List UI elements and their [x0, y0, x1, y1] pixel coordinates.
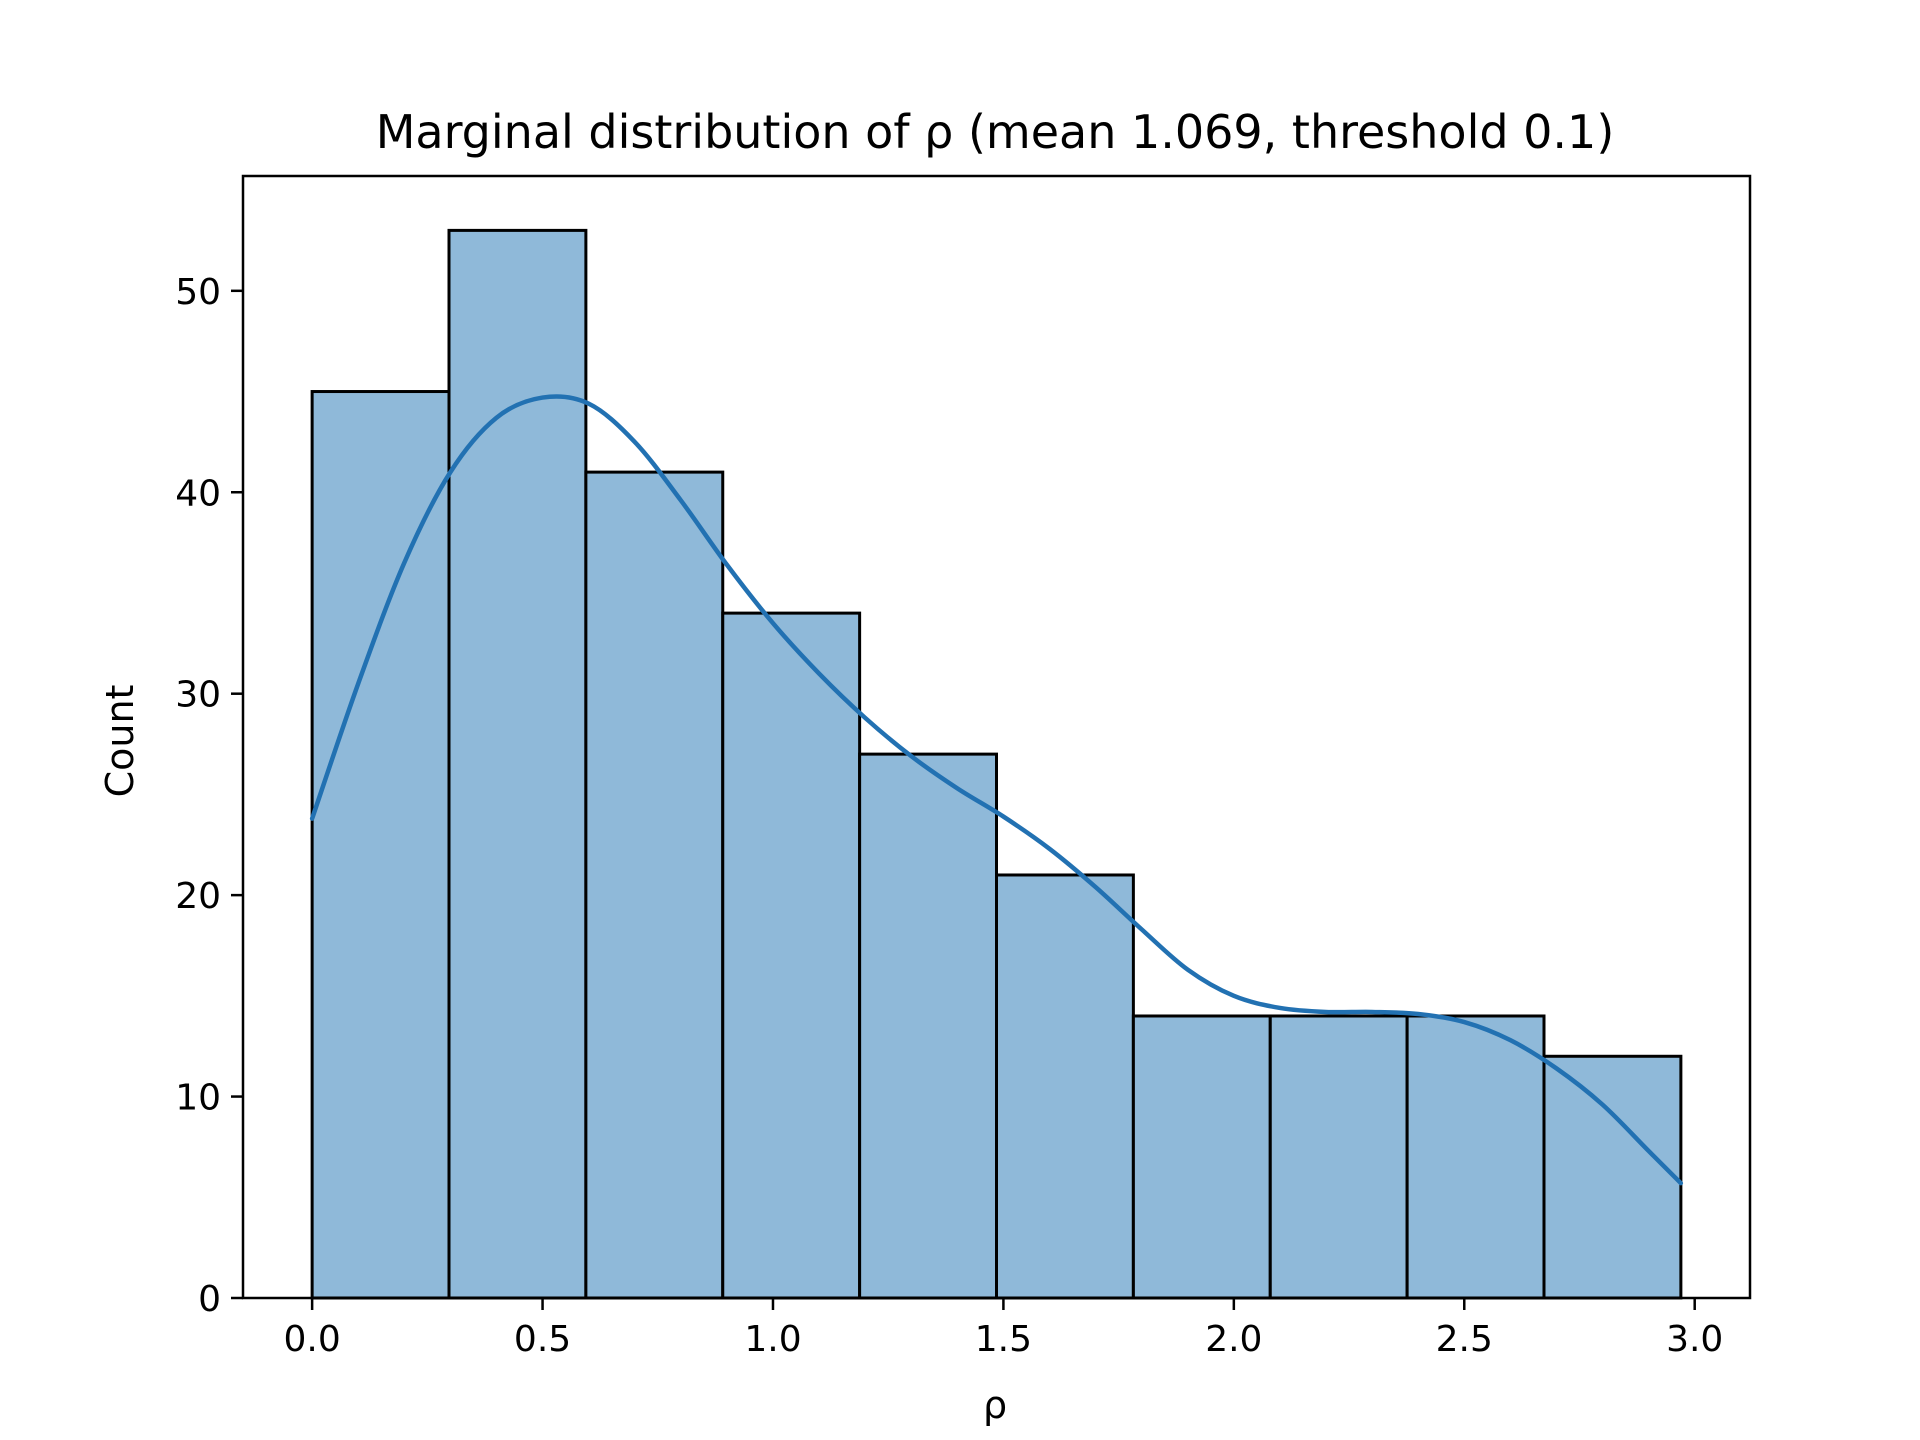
histogram-bar-5	[995, 873, 1135, 1300]
y-tick-label: 0	[198, 1279, 221, 1320]
x-tick-label: 3.0	[1666, 1319, 1723, 1360]
histogram-bar-2	[584, 470, 725, 1300]
x-tick-label: 1.5	[975, 1319, 1032, 1360]
x-axis-label: ρ	[983, 1383, 1007, 1427]
kde-curve	[309, 394, 1684, 1186]
y-axis-label: Count	[98, 685, 142, 798]
y-tick-label: 40	[175, 473, 221, 514]
histogram-bars	[310, 228, 1683, 1300]
histogram-bar-1	[447, 228, 588, 1300]
x-tick-label: 0.5	[514, 1319, 571, 1360]
y-tick-label: 30	[175, 675, 221, 716]
histogram-bar-0	[310, 390, 451, 1300]
x-axis-ticks: 0.0 0.5 1.0 1.5 2.0 2.5 3.0	[283, 1298, 1723, 1360]
x-tick-label: 0.0	[283, 1319, 340, 1360]
y-tick-label: 50	[175, 272, 221, 313]
histogram-bar-3	[721, 611, 862, 1300]
plot-frame	[241, 174, 1752, 1300]
histogram-bar-8	[1405, 1014, 1546, 1300]
y-tick-label: 20	[175, 876, 221, 917]
y-axis-ticks: 0 10 20 30 40 50	[175, 272, 243, 1320]
histogram-bar-7	[1268, 1014, 1409, 1300]
histogram-bar-4	[858, 752, 998, 1300]
x-tick-label: 2.0	[1205, 1319, 1262, 1360]
x-tick-label: 1.0	[744, 1319, 801, 1360]
x-tick-label: 2.5	[1436, 1319, 1493, 1360]
y-tick-label: 10	[175, 1078, 221, 1119]
histogram-bar-6	[1131, 1014, 1272, 1300]
chart-title: Marginal distribution of ρ (mean 1.069, …	[376, 105, 1615, 159]
histogram-bar-9	[1542, 1054, 1683, 1300]
